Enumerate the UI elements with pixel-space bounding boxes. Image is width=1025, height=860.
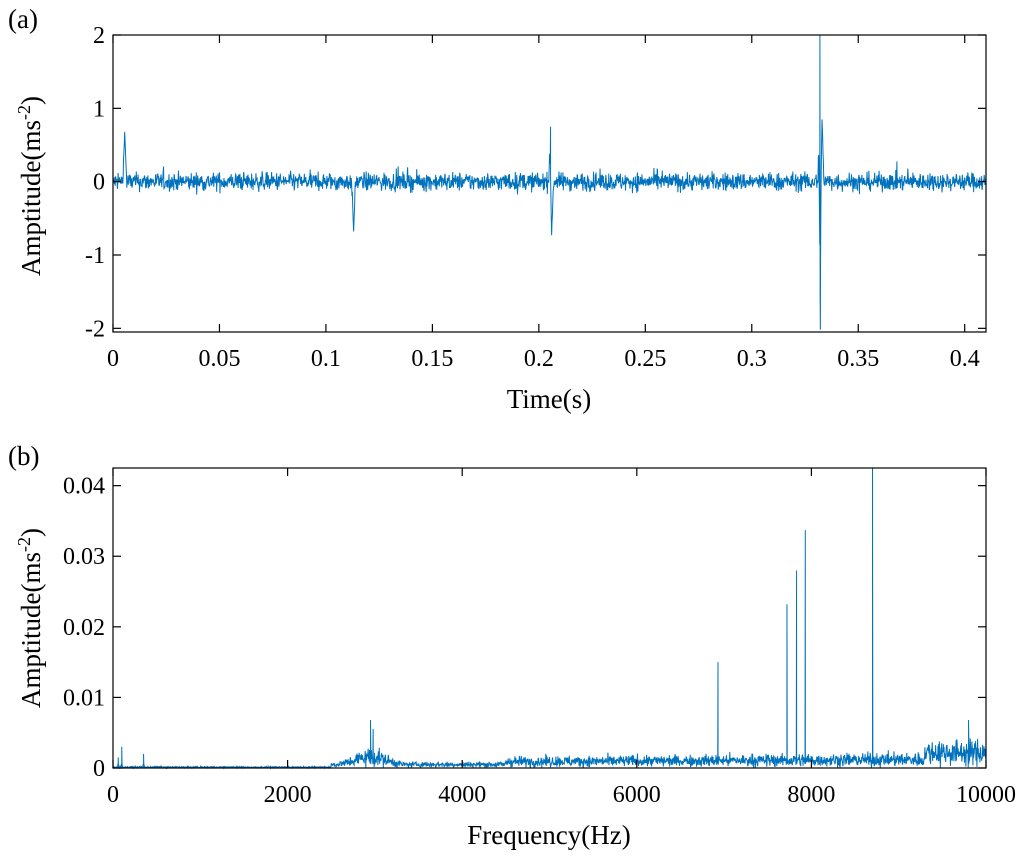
panel-b: (b) 0 2000 4000 6000 8000 1000000.010.020.030… — [8, 441, 1016, 850]
panel-a-xtick-label: 0.2 — [524, 346, 554, 372]
panel-a-xtick-label: 0 — [107, 346, 119, 372]
panel-a-xtick-label: 0.3 — [737, 346, 767, 372]
panel-a-xtick-label: 0.35 — [837, 346, 879, 372]
panel-a: (a) 0 0.05 0.1 0.15 0.2 0.25 0.3 0.35 0.4 -2 -1 0 1 2… — [8, 4, 987, 414]
panel-a-xtick-label: 0.4 — [950, 346, 980, 372]
panel-b-ylabel-main: Amptitude(ms — [16, 552, 46, 708]
panel-b-ytick-label: 0.04 — [63, 474, 105, 500]
panel-a-xtick-label: 0.05 — [198, 346, 240, 372]
panel-a-xtick-label: 0.25 — [624, 346, 666, 372]
panel-a-frame — [112, 34, 987, 333]
panel-b-xtick-label: 4000 — [438, 782, 486, 808]
panel-b-ytick-label: 0.03 — [63, 544, 105, 570]
panel-label-a: (a) — [8, 4, 38, 34]
panel-a-ylabel-main: Amptitude(ms — [16, 120, 46, 276]
panel-a-ylabel-close: ) — [16, 96, 46, 105]
panel-a-ytick-label: 1 — [93, 96, 105, 122]
panel-a-ylabel: Amptitude(ms-2) — [14, 96, 46, 276]
panel-a-ytick-label: 2 — [93, 23, 105, 49]
panel-b-plot — [112, 467, 987, 770]
panel-b-xtick-label: 8000 — [787, 782, 835, 808]
panel-b-series-line — [112, 467, 987, 770]
panel-a-ytick-label: 0 — [93, 170, 105, 196]
panel-b-xtick-label: 10000 — [956, 782, 1016, 808]
panel-b-xlabel: Frequency(Hz) — [467, 820, 630, 850]
panel-a-xtick-label: 0.1 — [311, 346, 341, 372]
panel-b-ytick-label: 0.02 — [63, 615, 105, 641]
panel-a-series-line — [112, 34, 987, 330]
panel-a-xlabel: Time(s) — [507, 384, 592, 414]
panel-b-ticks: 0 2000 4000 6000 8000 10000 0 0.01 0.02 0.03 0.04 — [63, 468, 1016, 808]
panel-b-ylabel-sup: -2 — [14, 537, 34, 552]
panel-a-ytick-label: -1 — [85, 243, 105, 269]
panel-b-ylabel: Amptitude(ms-2) — [14, 528, 46, 708]
panel-b-xtick-label: 0 — [107, 782, 119, 808]
panel-a-ytick-label: -2 — [85, 316, 105, 342]
panel-b-ytick-label: 0 — [93, 756, 105, 782]
panel-label-b: (b) — [8, 441, 39, 471]
panel-b-xtick-label: 6000 — [613, 782, 661, 808]
panel-b-frame — [112, 467, 987, 769]
panel-a-ylabel-sup: -2 — [14, 105, 34, 120]
panel-a-plot — [112, 34, 987, 330]
panel-a-xtick-label: 0.15 — [411, 346, 453, 372]
panel-b-ylabel-close: ) — [16, 528, 46, 537]
panel-b-ytick-label: 0.01 — [63, 685, 105, 711]
panel-b-xtick-label: 2000 — [264, 782, 312, 808]
panel-a-ticks: 0 0.05 0.1 0.15 0.2 0.25 0.3 0.35 0.4 -2 -1 0 1 2 — [85, 23, 986, 372]
